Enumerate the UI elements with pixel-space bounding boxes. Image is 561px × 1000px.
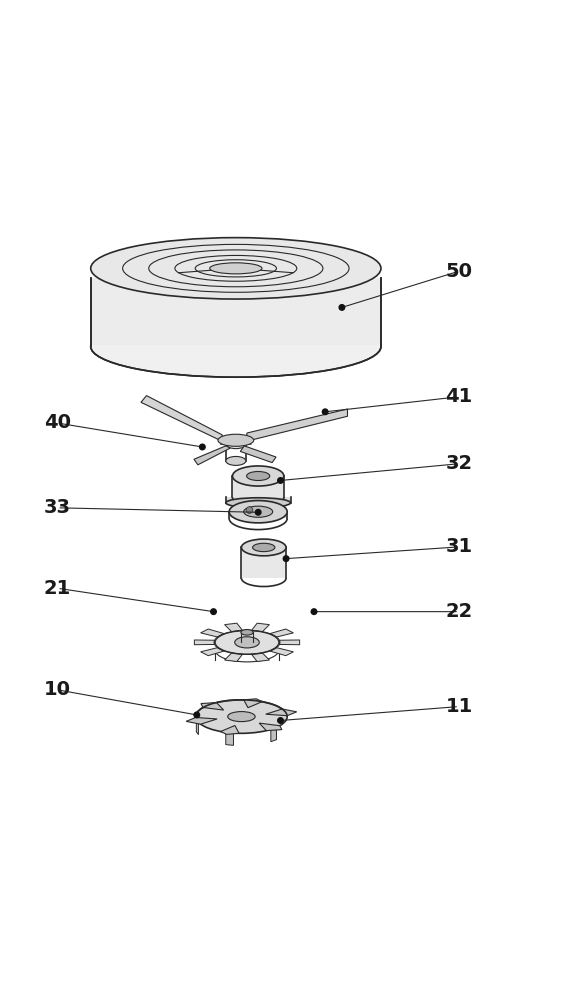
Ellipse shape — [243, 506, 273, 517]
Polygon shape — [201, 629, 224, 637]
Text: 21: 21 — [44, 579, 71, 598]
Polygon shape — [224, 623, 242, 632]
Polygon shape — [266, 709, 297, 716]
Ellipse shape — [234, 637, 259, 648]
Ellipse shape — [229, 501, 287, 523]
Circle shape — [339, 305, 344, 310]
Polygon shape — [186, 717, 217, 724]
Circle shape — [255, 509, 261, 515]
Text: 10: 10 — [44, 680, 71, 699]
Circle shape — [278, 478, 283, 483]
Circle shape — [200, 444, 205, 450]
Polygon shape — [271, 727, 277, 742]
Polygon shape — [226, 732, 233, 745]
Polygon shape — [244, 699, 262, 708]
Circle shape — [311, 609, 317, 614]
Ellipse shape — [228, 712, 255, 722]
Circle shape — [323, 409, 328, 415]
Polygon shape — [91, 278, 381, 345]
Text: 22: 22 — [445, 602, 473, 621]
Polygon shape — [270, 629, 293, 637]
Polygon shape — [224, 653, 242, 662]
Ellipse shape — [226, 498, 291, 508]
Ellipse shape — [226, 456, 246, 465]
Polygon shape — [259, 723, 282, 731]
Polygon shape — [240, 446, 276, 463]
Text: 33: 33 — [44, 498, 71, 517]
Polygon shape — [196, 719, 199, 735]
Circle shape — [283, 556, 289, 561]
Circle shape — [211, 609, 217, 614]
Text: 11: 11 — [445, 697, 473, 716]
Circle shape — [246, 507, 253, 513]
Text: 32: 32 — [445, 454, 473, 473]
Polygon shape — [251, 623, 269, 632]
Polygon shape — [246, 409, 347, 441]
Ellipse shape — [196, 700, 287, 733]
Ellipse shape — [232, 466, 284, 486]
Ellipse shape — [252, 543, 275, 552]
Ellipse shape — [218, 434, 254, 446]
Polygon shape — [279, 640, 300, 645]
Circle shape — [194, 712, 200, 718]
Polygon shape — [201, 703, 224, 710]
Text: 40: 40 — [44, 413, 71, 432]
Ellipse shape — [91, 238, 381, 299]
Polygon shape — [232, 476, 284, 497]
Polygon shape — [220, 725, 239, 734]
Polygon shape — [141, 396, 224, 443]
Ellipse shape — [241, 539, 286, 556]
Polygon shape — [194, 446, 230, 465]
Polygon shape — [229, 512, 287, 518]
Ellipse shape — [241, 630, 253, 635]
Polygon shape — [201, 648, 224, 656]
Ellipse shape — [247, 471, 270, 481]
Polygon shape — [251, 653, 269, 662]
Text: 31: 31 — [445, 537, 473, 556]
Text: 50: 50 — [445, 262, 472, 281]
Polygon shape — [194, 640, 215, 645]
Ellipse shape — [215, 631, 279, 654]
Polygon shape — [226, 497, 291, 503]
Ellipse shape — [210, 263, 262, 274]
Polygon shape — [241, 547, 286, 578]
Circle shape — [278, 718, 283, 723]
Ellipse shape — [91, 316, 381, 377]
Text: 41: 41 — [445, 387, 473, 406]
Polygon shape — [270, 648, 293, 656]
Ellipse shape — [226, 440, 246, 449]
Polygon shape — [220, 440, 251, 444]
